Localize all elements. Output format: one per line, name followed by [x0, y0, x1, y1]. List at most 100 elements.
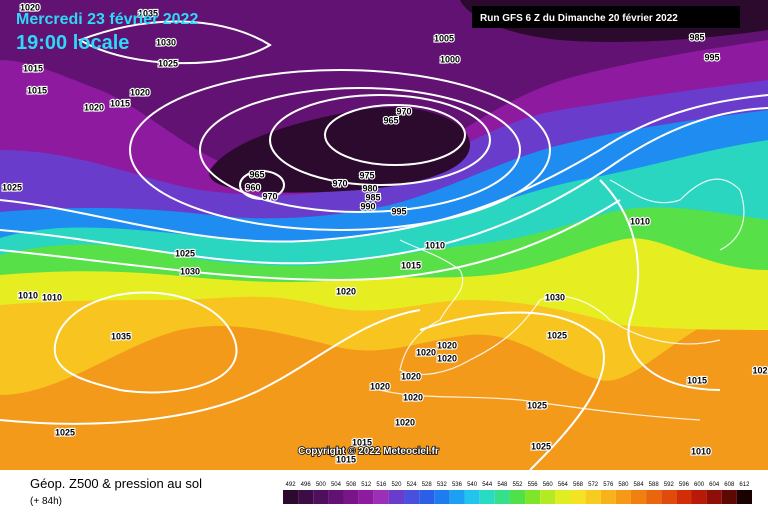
legend-swatch [540, 490, 556, 504]
legend-swatch [525, 490, 541, 504]
isobar-label: 1015 [336, 454, 356, 464]
isobar-label: 1020 [403, 392, 423, 402]
isobar-label: 1025 [527, 400, 547, 410]
legend-swatch [343, 490, 359, 504]
legend-swatch [646, 490, 662, 504]
legend-swatch [585, 490, 601, 504]
legend-swatch [419, 490, 435, 504]
isobar-label: 1015 [23, 63, 43, 73]
legend-swatch [706, 490, 722, 504]
legend-label: 592 [664, 482, 675, 488]
isobar-label: 960 [245, 182, 260, 192]
legend-swatch [479, 490, 495, 504]
legend-label: 536 [452, 482, 463, 488]
isobar-label: 980 [362, 183, 377, 193]
isobar-label: 102 [752, 365, 767, 375]
isobar-label: 965 [249, 169, 264, 179]
isobar-labels: 1020 1035 1030 1025 1015 1015 1020 1020 1015 1025… [1, 1, 768, 465]
legend-swatch [721, 490, 737, 504]
legend-swatch [283, 490, 299, 504]
isobar-label: 970 [332, 178, 347, 188]
legend-swatch [449, 490, 465, 504]
legend-swatch [676, 490, 692, 504]
legend-swatch [570, 490, 586, 504]
legend-label: 524 [407, 482, 418, 488]
legend-label: 612 [739, 482, 750, 488]
legend-label: 604 [709, 482, 720, 488]
isobar-label: 1015 [401, 260, 421, 270]
isobar-label: 985 [365, 192, 380, 202]
legend-label: 608 [724, 482, 735, 488]
isobar-label: 1020 [84, 102, 104, 112]
legend-label: 580 [618, 482, 629, 488]
time-title: 19:00 locale [16, 32, 129, 54]
isobar-label: 990 [360, 201, 375, 211]
isobar-label: 1025 [158, 58, 178, 68]
isobar-label: 1010 [630, 216, 650, 226]
legend-label: 556 [528, 482, 539, 488]
isobar-label: 1035 [138, 8, 158, 18]
legend-label: 552 [512, 482, 523, 488]
isobar-label: 1020 [130, 87, 150, 97]
isobar-label: 1020 [336, 286, 356, 296]
isobar-label: 1010 [42, 292, 62, 302]
legend-swatch [509, 490, 526, 504]
legend-swatch [630, 490, 647, 504]
legend-swatch [736, 490, 752, 504]
isobar-label: 1030 [180, 266, 200, 276]
isobars [0, 20, 768, 471]
legend-label: 564 [558, 482, 569, 488]
isobar-label: 1030 [156, 37, 176, 47]
legend-swatch [691, 490, 707, 504]
isobar-label: 1010 [18, 290, 38, 300]
isobar-label: 965 [383, 115, 398, 125]
legend-label: 520 [391, 482, 402, 488]
copyright: Copyright © 2022 Meteociel.fr [298, 446, 439, 457]
legend-label: 508 [346, 482, 357, 488]
isobar-label: 1010 [425, 240, 445, 250]
legend-label: 588 [649, 482, 660, 488]
footer-title: Géop. Z500 & pression au sol [30, 476, 202, 491]
legend-swatch [298, 490, 314, 504]
legend-swatch [388, 490, 405, 504]
footer-lead: (+ 84h) [30, 496, 62, 507]
isobar-label: 985 [689, 32, 704, 42]
legend-swatch [615, 490, 631, 504]
legend-swatch [404, 490, 420, 504]
isobar-label: 1020 [20, 2, 40, 12]
legend-label: 516 [376, 482, 387, 488]
isobar-label: 1035 [111, 331, 131, 341]
isobar-label: 1020 [437, 340, 457, 350]
legend-label: 584 [634, 482, 645, 488]
legend-label: 576 [603, 482, 614, 488]
isobar-label: 995 [704, 52, 719, 62]
legend-label: 504 [331, 482, 342, 488]
legend-swatch [373, 490, 389, 504]
legend-label: 496 [301, 482, 312, 488]
legend-label: 568 [573, 482, 584, 488]
isobar-label: 1015 [352, 437, 372, 447]
legend-label: 572 [588, 482, 599, 488]
isobar-label: 1020 [437, 353, 457, 363]
isobar-label: 1020 [370, 381, 390, 391]
isobar-label: 1025 [55, 427, 75, 437]
legend-label: 500 [316, 482, 327, 488]
legend-label: 544 [482, 482, 493, 488]
legend-label: 528 [422, 482, 433, 488]
coastlines [379, 178, 745, 421]
legend-label: 600 [694, 482, 705, 488]
legend-swatch [600, 490, 616, 504]
legend-label: 560 [543, 482, 554, 488]
legend-label: 532 [437, 482, 448, 488]
isobar-label: 1025 [2, 182, 22, 192]
isobar-label: 1025 [547, 330, 567, 340]
isobar-label: 975 [359, 170, 374, 180]
isobar-label: 1020 [401, 371, 421, 381]
isobar-label: 1030 [545, 292, 565, 302]
isobar-label: 995 [391, 206, 406, 216]
date-title: Mercredi 23 février 2022 [16, 11, 198, 28]
legend-label: 492 [286, 482, 297, 488]
isobar-label: 1000 [440, 54, 460, 64]
